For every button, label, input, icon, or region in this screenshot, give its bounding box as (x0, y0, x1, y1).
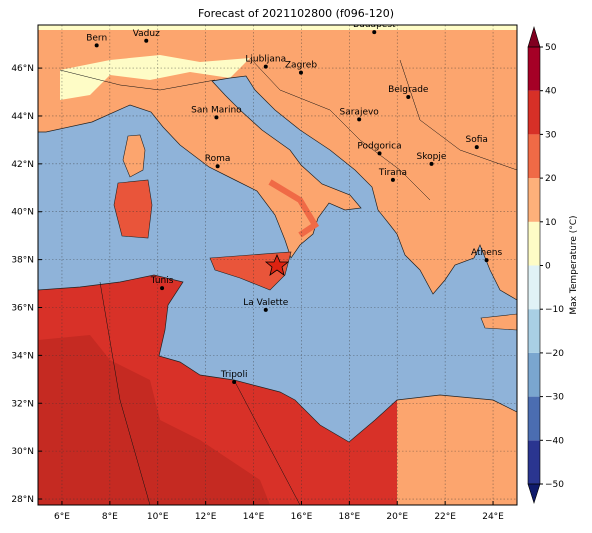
alps-cool (60, 55, 250, 100)
city-label: San Marino (191, 105, 242, 115)
colorbar-tick-label: 50 (545, 43, 557, 53)
city-dot (160, 286, 165, 291)
colorbar-label: Max Temperature (°C) (569, 215, 579, 314)
city-label: Sarajevo (340, 107, 380, 117)
lat-tick-label: 30°N (11, 447, 34, 457)
colorbar-tick-label: −10 (545, 305, 564, 315)
city-dot (144, 38, 149, 43)
colorbar-segment (528, 396, 540, 441)
city-dot (390, 177, 395, 182)
city-dot (298, 70, 303, 75)
lat-tick-label: 34°N (11, 351, 34, 361)
colorbar-segment (528, 134, 540, 179)
lon-tick-label: 16°E (291, 512, 313, 522)
city-dot (263, 64, 268, 69)
city-dot (214, 115, 219, 120)
warm-coast (268, 179, 320, 238)
city-label: Zagreb (285, 61, 317, 71)
colorbar-segment (528, 47, 540, 91)
lon-tick-label: 14°E (243, 512, 265, 522)
colorbar-tick-label: 10 (545, 218, 557, 228)
colorbar-tick-label: 20 (545, 174, 557, 184)
city-label: Podgorica (357, 141, 401, 151)
city-label: Sofia (466, 135, 488, 145)
colorbar-under (527, 483, 541, 504)
city-label: Vaduz (133, 29, 160, 39)
city-label: Skopje (417, 152, 447, 162)
city-label: Athens (471, 248, 502, 258)
city-label: Bern (86, 33, 107, 43)
lat-tick-label: 32°N (11, 399, 34, 409)
lon-tick-label: 6°E (54, 512, 70, 522)
city-label: Roma (205, 154, 231, 164)
city-dot (484, 258, 489, 263)
city-label: Budapest (353, 20, 396, 30)
lat-tick-label: 38°N (11, 256, 34, 266)
lat-tick-label: 40°N (11, 208, 34, 218)
colorbar-segment (528, 309, 540, 353)
city-dot (372, 30, 377, 35)
lat-tick-label: 46°N (11, 64, 34, 74)
lon-tick-label: 20°E (386, 512, 408, 522)
colorbar-segment (528, 352, 540, 397)
city-label: Ljubljana (245, 55, 286, 65)
lon-tick-label: 10°E (147, 512, 169, 522)
colorbar-segment (528, 440, 540, 484)
city-label: Belgrade (388, 85, 429, 95)
sardinia (113, 179, 153, 239)
corsica (122, 134, 146, 178)
colorbar-tick-label: −40 (545, 436, 564, 446)
colorbar-segment (528, 178, 540, 222)
lon-tick-label: 18°E (339, 512, 361, 522)
colorbar-tick-label: −30 (545, 393, 564, 403)
lon-tick-label: 22°E (434, 512, 456, 522)
city-dot (232, 379, 237, 384)
sicily (209, 251, 292, 291)
sahara-hot (38, 335, 270, 505)
colorbar-over (527, 25, 541, 48)
city-dot (429, 161, 434, 166)
colorbar-segment (528, 90, 540, 135)
colorbar-segment (528, 265, 540, 310)
colorbar-tick-label: 40 (545, 87, 557, 97)
city-label: La Valette (243, 298, 288, 308)
city-dot (357, 117, 362, 122)
city-dot (94, 43, 99, 48)
colorbar-segment (528, 221, 540, 266)
colorbar-tick-label: −50 (545, 480, 564, 490)
lat-tick-label: 28°N (11, 495, 34, 505)
city-dot (215, 164, 220, 169)
city-label: Tunis (150, 276, 174, 286)
lat-tick-label: 42°N (11, 160, 34, 170)
city-dot (263, 307, 268, 312)
title: Forecast of 2021102800 (f096-120) (198, 7, 394, 20)
lon-tick-label: 12°E (195, 512, 217, 522)
city-dot (474, 145, 479, 150)
city-dot (406, 95, 411, 100)
lon-tick-label: 24°E (482, 512, 504, 522)
city-label: Tirana (378, 168, 407, 178)
egypt-land (397, 395, 517, 505)
frame (37, 24, 518, 506)
star-marker (264, 253, 290, 276)
crete (480, 313, 517, 331)
lat-tick-label: 36°N (11, 303, 34, 313)
city-label: Tripoli (220, 370, 248, 380)
colorbar-tick-label: 0 (545, 262, 551, 272)
borders (59, 57, 517, 505)
colorbar-tick-label: −20 (545, 349, 564, 359)
lon-tick-label: 8°E (102, 512, 118, 522)
city-dot (377, 151, 382, 156)
lat-tick-label: 44°N (11, 112, 34, 122)
colorbar-tick-label: 30 (545, 130, 557, 140)
